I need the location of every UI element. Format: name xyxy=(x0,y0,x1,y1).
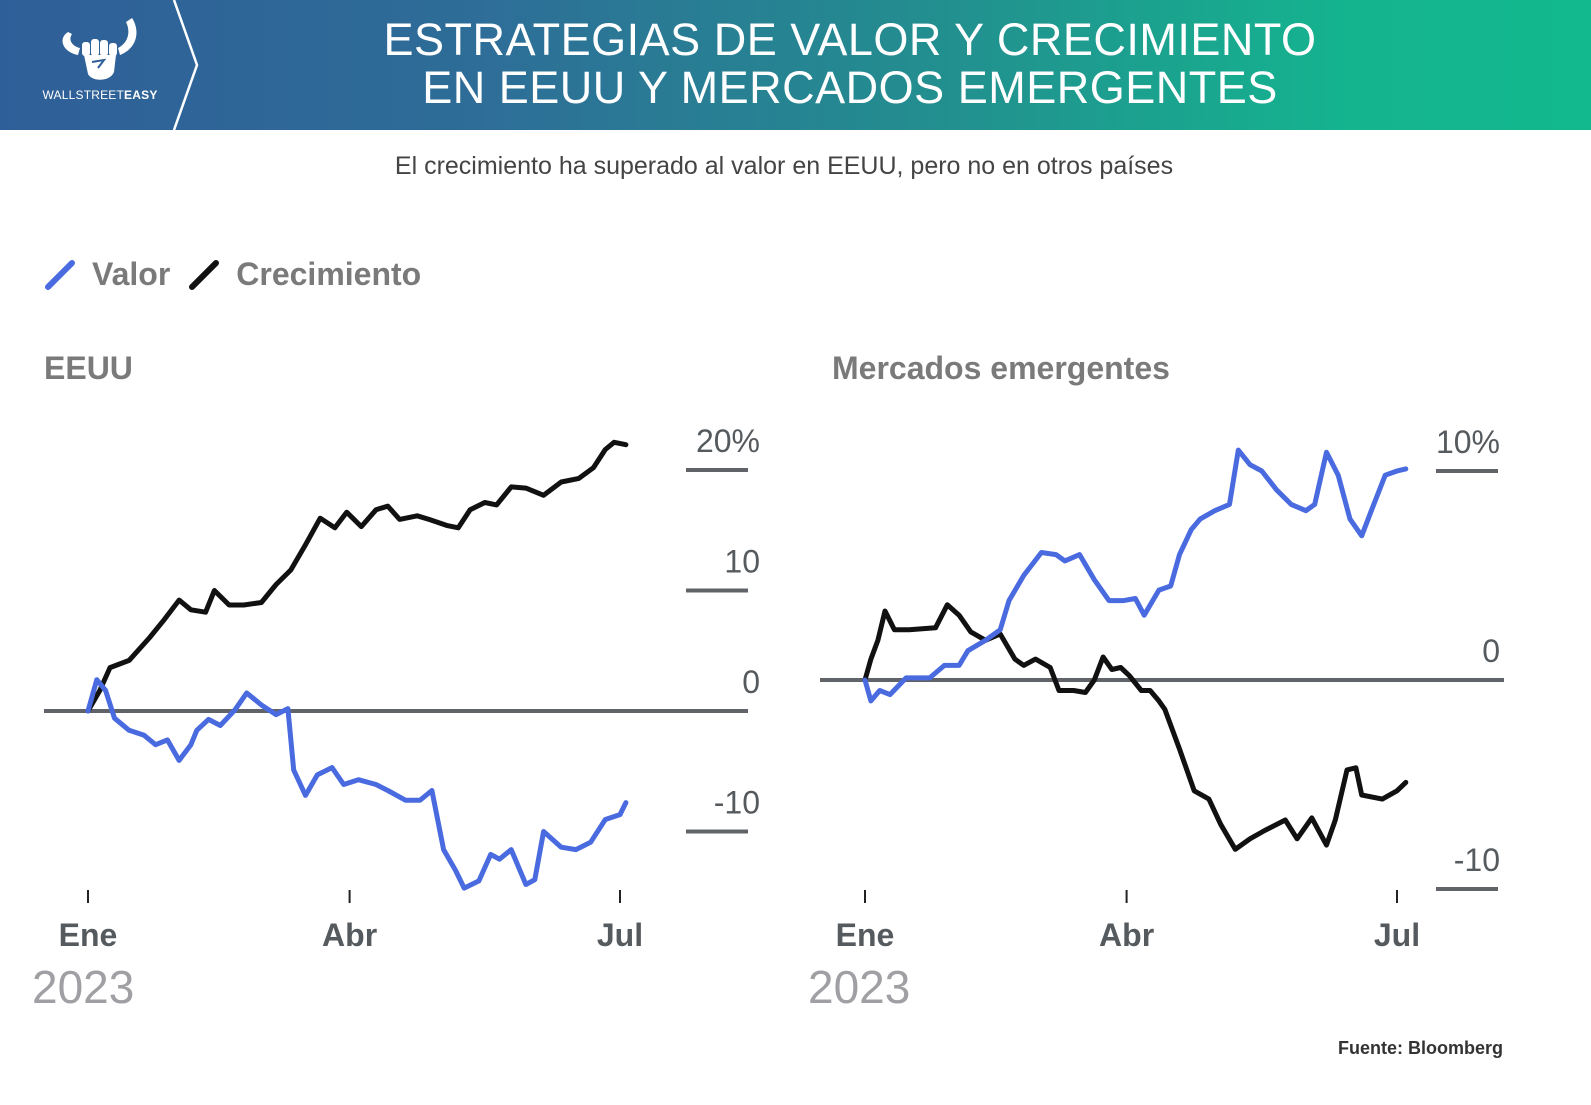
series-line-valor-emergentes xyxy=(862,447,1409,704)
logo-text: WALLSTREETEASY xyxy=(42,88,158,102)
y-tick-label: -10 xyxy=(714,785,760,821)
legend-crecimiento-swatch-icon xyxy=(189,260,220,290)
source-note: Fuente: Bloomberg xyxy=(1338,1038,1503,1058)
header-banner: WALLSTREETEASY ESTRATEGIAS DE VALOR Y CR… xyxy=(0,0,1591,130)
page-title: ESTRATEGIAS DE VALOR Y CRECIMIENTO EN EE… xyxy=(260,16,1440,112)
panel-title-emergentes: Mercados emergentes xyxy=(832,350,1170,386)
x-tick-label: Abr xyxy=(1099,917,1154,953)
chevron-divider-icon xyxy=(172,0,199,130)
series-line-crecimiento-eeuu xyxy=(85,439,629,714)
x-tick-label: Ene xyxy=(836,917,895,953)
y-tick-label: 0 xyxy=(1482,633,1500,669)
y-tick-label: 0 xyxy=(742,664,760,700)
legend-valor-swatch-icon xyxy=(45,260,75,290)
title-line-1: ESTRATEGIAS DE VALOR Y CRECIMIENTO xyxy=(383,14,1317,65)
panel-title-eeuu: EEUU xyxy=(44,350,133,386)
year-label-eeuu: 2023 xyxy=(32,961,135,1013)
y-tick-label: -10 xyxy=(1454,842,1500,878)
x-tick-label: Jul xyxy=(1374,917,1420,953)
year-label-emergentes: 2023 xyxy=(808,961,911,1013)
logo: WALLSTREETEASY xyxy=(0,0,180,130)
title-line-2: EN EEUU Y MERCADOS EMERGENTES xyxy=(422,62,1278,113)
x-tick-label: Abr xyxy=(322,917,377,953)
series-line-valor-eeuu xyxy=(85,677,629,891)
legend-crecimiento-label: Crecimiento xyxy=(236,255,422,292)
x-tick-label: Ene xyxy=(59,917,118,953)
y-tick-label: 10% xyxy=(1436,424,1500,460)
y-tick-label: 20% xyxy=(696,423,760,459)
legend-valor-label: Valor xyxy=(92,255,171,292)
x-tick-label: Jul xyxy=(597,917,643,953)
legend: Valor Crecimiento xyxy=(44,254,439,294)
subtitle: El crecimiento ha superado al valor en E… xyxy=(394,152,1174,180)
series-line-crecimiento-emergentes xyxy=(862,602,1409,852)
bull-fist-logo-icon xyxy=(62,18,137,80)
y-tick-label: 10 xyxy=(724,544,760,580)
